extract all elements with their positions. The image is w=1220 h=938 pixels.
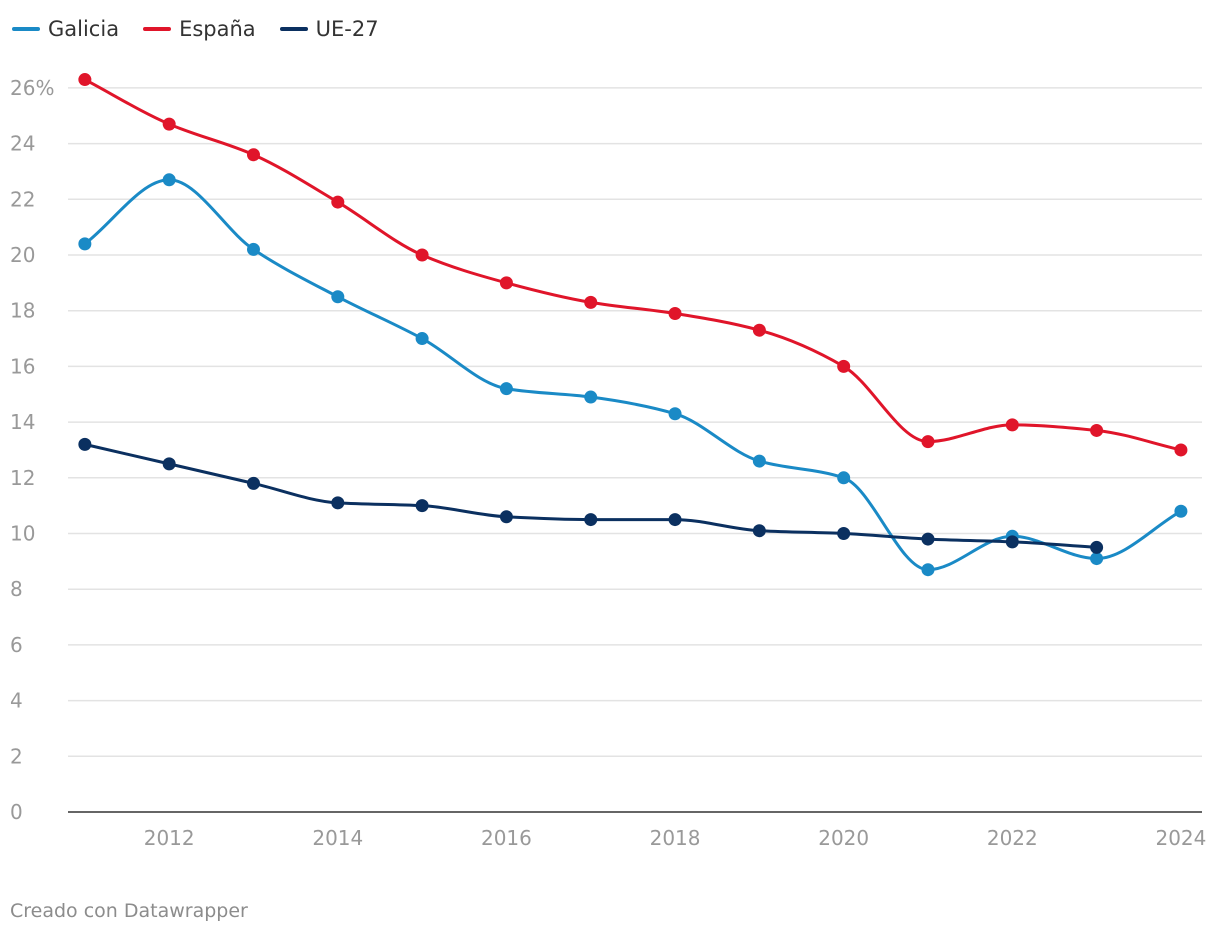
data-point-ue27 bbox=[162, 457, 176, 471]
data-point-espana bbox=[1174, 443, 1188, 457]
x-tick-label: 2024 bbox=[1155, 826, 1206, 850]
data-point-ue27 bbox=[668, 513, 682, 527]
legend-item-espana: España bbox=[143, 17, 256, 41]
x-tick-label: 2014 bbox=[312, 826, 363, 850]
data-point-espana bbox=[1005, 418, 1019, 432]
data-point-galicia bbox=[837, 471, 851, 485]
data-point-espana bbox=[78, 73, 92, 87]
data-point-espana bbox=[499, 276, 513, 290]
y-tick-label: 4 bbox=[10, 689, 23, 713]
data-point-galicia bbox=[584, 390, 598, 404]
data-point-espana bbox=[246, 148, 260, 162]
legend-label-espana: España bbox=[179, 17, 256, 41]
data-point-galicia bbox=[499, 382, 513, 396]
data-point-espana bbox=[668, 306, 682, 320]
legend-swatch-ue27 bbox=[279, 27, 308, 31]
data-point-espana bbox=[1090, 423, 1104, 437]
data-point-galicia bbox=[1174, 504, 1188, 518]
legend-label-ue27: UE-27 bbox=[315, 17, 379, 41]
data-point-espana bbox=[162, 117, 176, 131]
data-point-espana bbox=[752, 323, 766, 337]
series-line-galicia bbox=[83, 178, 1183, 572]
y-tick-label: 20 bbox=[10, 243, 35, 267]
data-point-galicia bbox=[331, 290, 345, 304]
y-tick-label: 26% bbox=[10, 76, 54, 100]
data-point-galicia bbox=[78, 237, 92, 251]
y-tick-label: 24 bbox=[10, 132, 35, 156]
legend-swatch-espana bbox=[143, 27, 172, 31]
data-point-galicia bbox=[1090, 552, 1104, 566]
y-tick-label: 6 bbox=[10, 633, 23, 657]
x-tick-label: 2016 bbox=[481, 826, 532, 850]
data-point-galicia bbox=[415, 332, 429, 346]
data-point-espana bbox=[837, 359, 851, 373]
y-tick-label: 18 bbox=[10, 299, 35, 323]
data-point-galicia bbox=[752, 454, 766, 468]
y-tick-label: 0 bbox=[10, 800, 23, 824]
x-tick-label: 2018 bbox=[650, 826, 701, 850]
legend-item-galicia: Galicia bbox=[12, 17, 119, 41]
y-tick-label: 22 bbox=[10, 187, 35, 211]
legend-item-ue27: UE-27 bbox=[279, 17, 379, 41]
y-tick-label: 2 bbox=[10, 744, 23, 768]
y-tick-label: 16 bbox=[10, 354, 35, 378]
data-point-ue27 bbox=[331, 496, 345, 510]
credit-text: Creado con Datawrapper bbox=[10, 900, 248, 922]
y-tick-label: 8 bbox=[10, 577, 23, 601]
data-point-ue27 bbox=[78, 437, 92, 451]
data-point-ue27 bbox=[837, 527, 851, 540]
legend-label-galicia: Galicia bbox=[48, 17, 120, 41]
data-point-ue27 bbox=[921, 532, 935, 546]
data-point-ue27 bbox=[584, 513, 598, 527]
data-point-ue27 bbox=[499, 510, 513, 524]
data-point-galicia bbox=[668, 407, 682, 421]
data-point-ue27 bbox=[246, 476, 260, 490]
y-tick-label: 10 bbox=[10, 522, 35, 546]
data-point-ue27 bbox=[415, 499, 429, 513]
grid-layer bbox=[68, 87, 1202, 758]
data-point-espana bbox=[331, 195, 345, 209]
data-point-espana bbox=[584, 295, 598, 309]
data-point-ue27 bbox=[1090, 540, 1104, 554]
data-point-ue27 bbox=[1005, 535, 1019, 549]
series-line-espana bbox=[83, 78, 1183, 452]
legend-swatch-galicia bbox=[12, 27, 40, 31]
series-line-ue27 bbox=[83, 442, 1099, 549]
series-layer bbox=[78, 73, 1188, 577]
chart-legend: Galicia España UE-27 bbox=[12, 14, 379, 44]
data-point-galicia bbox=[921, 563, 935, 577]
data-point-ue27 bbox=[752, 524, 766, 538]
data-point-galicia bbox=[162, 173, 176, 187]
x-tick-label: 2012 bbox=[144, 826, 195, 850]
data-point-espana bbox=[415, 248, 429, 262]
x-tick-label: 2022 bbox=[987, 826, 1038, 850]
y-tick-label: 12 bbox=[10, 466, 35, 490]
y-tick-label: 14 bbox=[10, 410, 35, 434]
x-tick-label: 2020 bbox=[818, 826, 869, 850]
data-point-espana bbox=[921, 435, 935, 449]
data-point-galicia bbox=[246, 242, 260, 256]
